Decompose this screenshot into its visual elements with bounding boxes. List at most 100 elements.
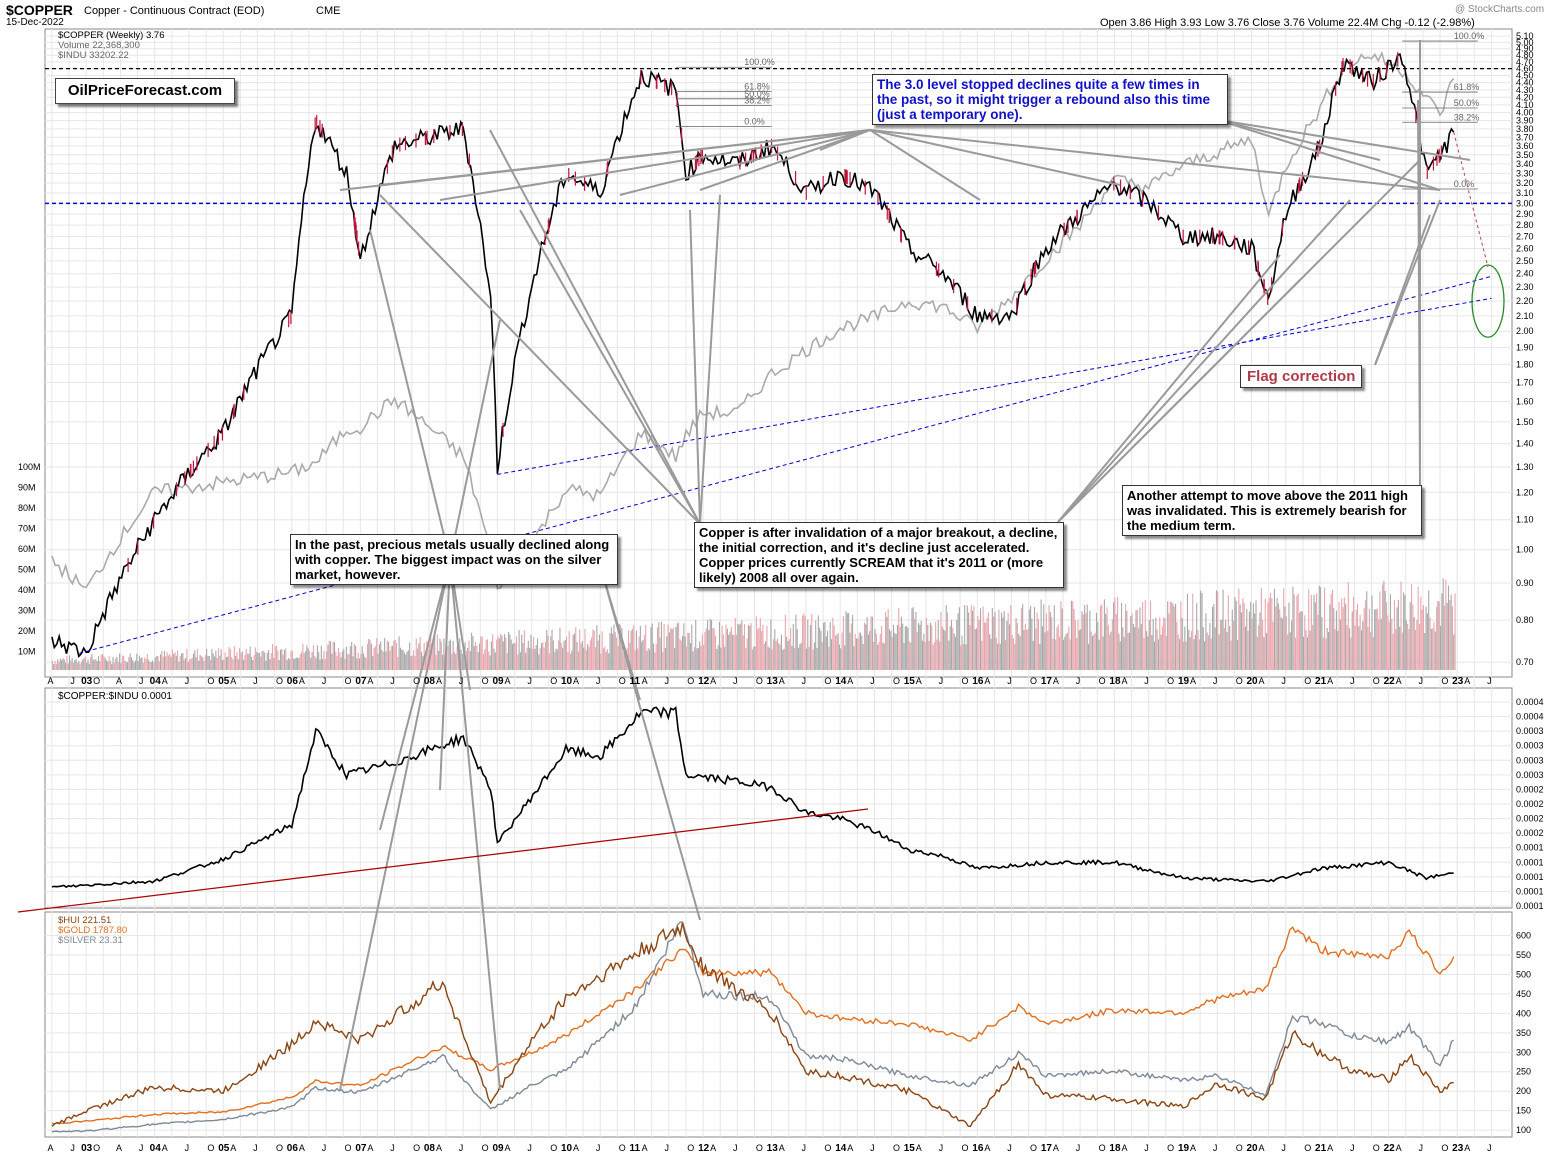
volume-bar — [517, 654, 519, 670]
volume-bar — [500, 634, 502, 670]
y-tick-label: 4.80 — [1516, 50, 1534, 60]
series-line-copper — [51, 52, 1455, 659]
volume-bar — [1346, 625, 1348, 670]
volume-bar — [1405, 620, 1407, 670]
volume-bar — [410, 656, 412, 670]
x-year-label: 19 — [1178, 676, 1190, 687]
volume-bar — [751, 649, 753, 670]
volume-bar — [1059, 636, 1061, 670]
volume-bar — [1279, 609, 1281, 670]
pointer-line-level-30-right — [1217, 119, 1471, 161]
volume-bar — [285, 648, 287, 670]
x-year-label: 08 — [424, 676, 436, 687]
volume-bar — [442, 654, 444, 670]
panel-main-frame — [44, 28, 1513, 678]
volume-bar — [568, 631, 570, 670]
volume-bar — [159, 654, 162, 670]
volume-bar — [443, 638, 445, 670]
volume-bar — [987, 612, 989, 670]
volume-bar — [1321, 617, 1323, 670]
volume-bar — [314, 655, 316, 670]
volume-bar — [475, 642, 477, 670]
volume-bar — [277, 650, 279, 670]
volume-bar — [937, 620, 939, 670]
volume-bar — [1441, 593, 1443, 670]
volume-bar — [380, 641, 382, 670]
volume-bar — [844, 645, 846, 670]
volume-bar — [384, 638, 386, 670]
volume-bar — [302, 643, 304, 670]
volume-bar — [1351, 611, 1353, 670]
volume-bar — [389, 650, 391, 670]
volume-bar — [654, 652, 656, 670]
volume-bar — [815, 620, 817, 670]
x-month-label: J — [802, 1143, 807, 1153]
volume-bar — [161, 650, 163, 670]
y-tick-label: 0.90 — [1516, 578, 1534, 588]
metals-tick-label: 150 — [1516, 1106, 1531, 1116]
volume-bar — [597, 640, 599, 670]
x-month-label: J — [253, 676, 257, 686]
x-month-label: J — [1213, 676, 1218, 686]
x-month-label: J — [390, 676, 395, 686]
volume-bar — [1086, 604, 1088, 670]
volume-bar — [1230, 640, 1232, 670]
volume-bar — [1051, 617, 1053, 670]
y-tick-label: 3.00 — [1516, 198, 1534, 208]
volume-bar — [1275, 606, 1277, 670]
ratio-tick-label: 0.0001 — [1516, 857, 1544, 867]
volume-bar — [493, 648, 495, 670]
x-month-label: J — [1076, 1143, 1081, 1153]
volume-bar — [174, 652, 176, 670]
ratio-tick-label: 0.0002 — [1516, 799, 1544, 809]
volume-bar — [1440, 625, 1442, 670]
x-month-label: O — [1441, 1143, 1448, 1153]
volume-bar — [145, 658, 147, 670]
volume-bar — [685, 646, 688, 670]
volume-bar — [732, 634, 734, 670]
x-month-label: A — [1259, 676, 1265, 686]
volume-bar — [157, 656, 159, 670]
volume-bar — [1370, 631, 1372, 670]
volume-bar — [1266, 633, 1268, 670]
volume-bar — [1412, 604, 1414, 670]
volume-bar — [498, 638, 500, 670]
volume-bar — [817, 615, 819, 670]
volume-bar — [711, 620, 713, 670]
volume-bar — [337, 647, 340, 670]
volume-bar — [1178, 639, 1181, 670]
volume-bar — [1264, 598, 1266, 670]
volume-bar — [1102, 636, 1104, 670]
y-tick-label: 2.40 — [1516, 269, 1534, 279]
volume-bar — [94, 659, 96, 670]
x-month-label: O — [1373, 676, 1380, 686]
x-year-label: 21 — [1315, 676, 1327, 687]
volume-bar — [801, 615, 804, 670]
volume-bar — [697, 647, 699, 670]
volume-bar — [882, 642, 884, 670]
volume-bar — [1316, 593, 1318, 670]
volume-bar — [1048, 604, 1050, 670]
volume-bar — [1123, 636, 1125, 670]
volume-bar — [355, 645, 357, 670]
volume-bar — [471, 632, 473, 670]
x-month-label: J — [1487, 1143, 1492, 1153]
volume-bar — [1033, 607, 1036, 670]
volume-bar — [587, 644, 589, 670]
y-tick-label: 1.20 — [1516, 487, 1534, 497]
volume-bar — [1019, 636, 1021, 670]
annotation-level-30: The 3.0 level stopped declines quite a f… — [872, 74, 1228, 125]
volume-bar — [1107, 624, 1109, 670]
volume-bar — [704, 632, 706, 670]
volume-bar — [662, 651, 664, 670]
volume-bar — [84, 656, 86, 670]
x-month-label: A — [710, 1143, 716, 1153]
volume-bar — [1393, 600, 1395, 670]
volume-bar — [838, 644, 840, 670]
volume-bar — [853, 646, 855, 670]
volume-bar — [233, 646, 235, 670]
volume-bar — [999, 643, 1001, 670]
volume-bar — [476, 645, 478, 670]
volume-bar — [1436, 606, 1438, 670]
volume-bar — [1044, 632, 1046, 670]
